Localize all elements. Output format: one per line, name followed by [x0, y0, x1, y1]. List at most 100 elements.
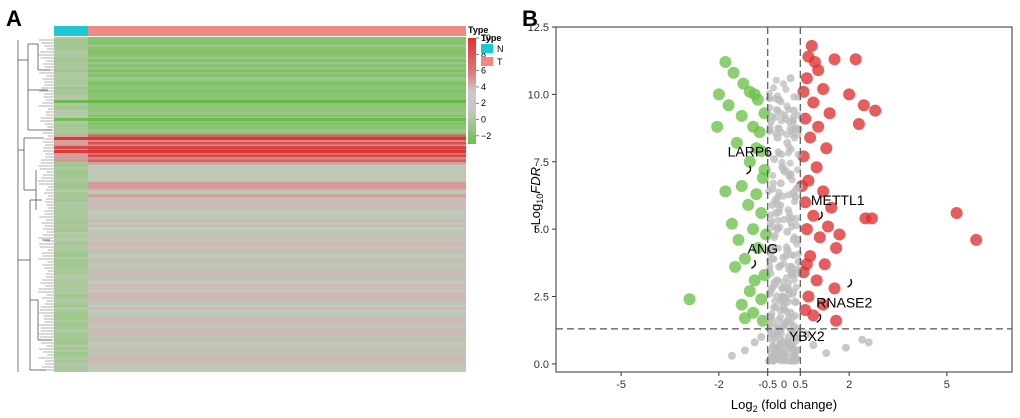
heatmap-row: [88, 49, 466, 52]
heatmap-row-normal: [54, 199, 88, 202]
heatmap-row-normal: [54, 189, 88, 192]
legend-type-title-top: Type: [468, 25, 488, 35]
heatmap-row-normal: [54, 112, 88, 115]
heatmap-row-normal: [54, 337, 88, 340]
heatmap-row: [88, 164, 466, 167]
point-ns: [787, 170, 795, 178]
point-up: [800, 223, 813, 236]
heatmap-row: [88, 274, 466, 277]
heatmap-row-normal: [54, 289, 88, 292]
point-ns: [789, 106, 798, 115]
point-down: [751, 242, 764, 254]
point-ns: [788, 176, 796, 184]
heatmap-row-normal: [54, 179, 88, 182]
heatmap-row-normal: [54, 164, 88, 167]
heatmap-row-normal: [54, 122, 88, 125]
point-up: [799, 196, 812, 209]
heatmap-row-normal: [54, 334, 88, 337]
point-ns: [786, 262, 794, 271]
point-ns: [858, 335, 867, 344]
panel-a-label: A: [6, 6, 22, 31]
heatmap-row: [88, 62, 466, 65]
point-ns: [791, 198, 799, 206]
heatmap-row-normal: [54, 224, 88, 227]
heatmap-row: [88, 337, 466, 340]
heatmap-row: [88, 72, 466, 75]
heatmap-row-normal: [54, 284, 88, 287]
point-down: [751, 93, 764, 106]
x-tick-label: -5: [616, 379, 626, 391]
heatmap-row: [88, 224, 466, 227]
heatmap-row: [88, 172, 466, 175]
x-tick-label-zero: 0: [781, 379, 787, 391]
heatmap-row-normal: [54, 124, 88, 127]
point-ns: [774, 216, 783, 224]
point-down: [743, 285, 756, 298]
heatmap-row-normal: [54, 97, 88, 100]
heatmap-row: [88, 127, 466, 130]
point-ns: [791, 357, 799, 365]
legend-label-t: T: [497, 57, 503, 67]
annotation-pointer: [847, 278, 853, 288]
gene-label-mettl1: METTL1: [811, 192, 865, 208]
heatmap-row: [88, 92, 466, 95]
heatmap-row: [88, 174, 466, 177]
point-ns: [792, 337, 800, 345]
point-ns: [769, 171, 777, 179]
point-ns: [786, 74, 795, 83]
point-ns: [766, 211, 774, 219]
heatmap-row-normal: [54, 182, 88, 185]
heatmap-row-normal: [54, 69, 88, 72]
point-ns: [777, 98, 785, 106]
point-ns: [765, 187, 773, 195]
point-down: [725, 217, 738, 230]
heatmap-row: [88, 124, 466, 127]
heatmap-row: [88, 179, 466, 182]
point-ns: [792, 270, 800, 278]
point-ns: [788, 223, 796, 231]
heatmap-row-normal: [54, 139, 88, 142]
heatmap-row: [88, 364, 466, 367]
heatmap-row-normal: [54, 239, 88, 242]
point-ns: [783, 274, 791, 282]
point-ns: [769, 179, 777, 187]
point-ns: [771, 297, 779, 305]
point-ns: [792, 283, 800, 291]
point-ns: [783, 344, 791, 352]
point-ns: [768, 112, 776, 120]
heatmap-row-normal: [54, 89, 88, 92]
heatmap-row-normal: [54, 172, 88, 175]
heatmap-row-normal: [54, 44, 88, 47]
heatmap-stripe: [54, 150, 466, 153]
point-ns: [773, 92, 782, 100]
heatmap-row-normal: [54, 227, 88, 230]
point-ns: [784, 149, 792, 157]
point-ns: [793, 240, 801, 248]
point-ns: [775, 149, 783, 158]
point-down: [738, 312, 751, 325]
heatmap-row-normal: [54, 314, 88, 317]
heatmap-row: [88, 182, 466, 185]
point-ns: [791, 134, 799, 142]
heatmap-row-normal: [54, 287, 88, 290]
heatmap-row-normal: [54, 47, 88, 50]
heatmap-row: [88, 79, 466, 82]
heatmap-row-normal: [54, 264, 88, 267]
point-ns: [750, 338, 759, 347]
point-ns: [771, 196, 779, 204]
heatmap-row-normal: [54, 297, 88, 300]
y-axis-title-sub: 10: [535, 194, 545, 204]
heatmap-row-normal: [54, 267, 88, 270]
point-down: [683, 293, 696, 306]
heatmap-row-normal: [54, 159, 88, 162]
heatmap-row: [88, 329, 466, 332]
heatmap-row: [88, 244, 466, 247]
row-dendrogram: [17, 39, 54, 372]
heatmap-row-normal: [54, 104, 88, 107]
heatmap-row-normal: [54, 84, 88, 87]
heatmap-row: [88, 187, 466, 190]
point-ns: [776, 179, 785, 188]
point-ns: [767, 330, 775, 338]
heatmap-row-normal: [54, 129, 88, 132]
point-ns: [765, 89, 773, 98]
